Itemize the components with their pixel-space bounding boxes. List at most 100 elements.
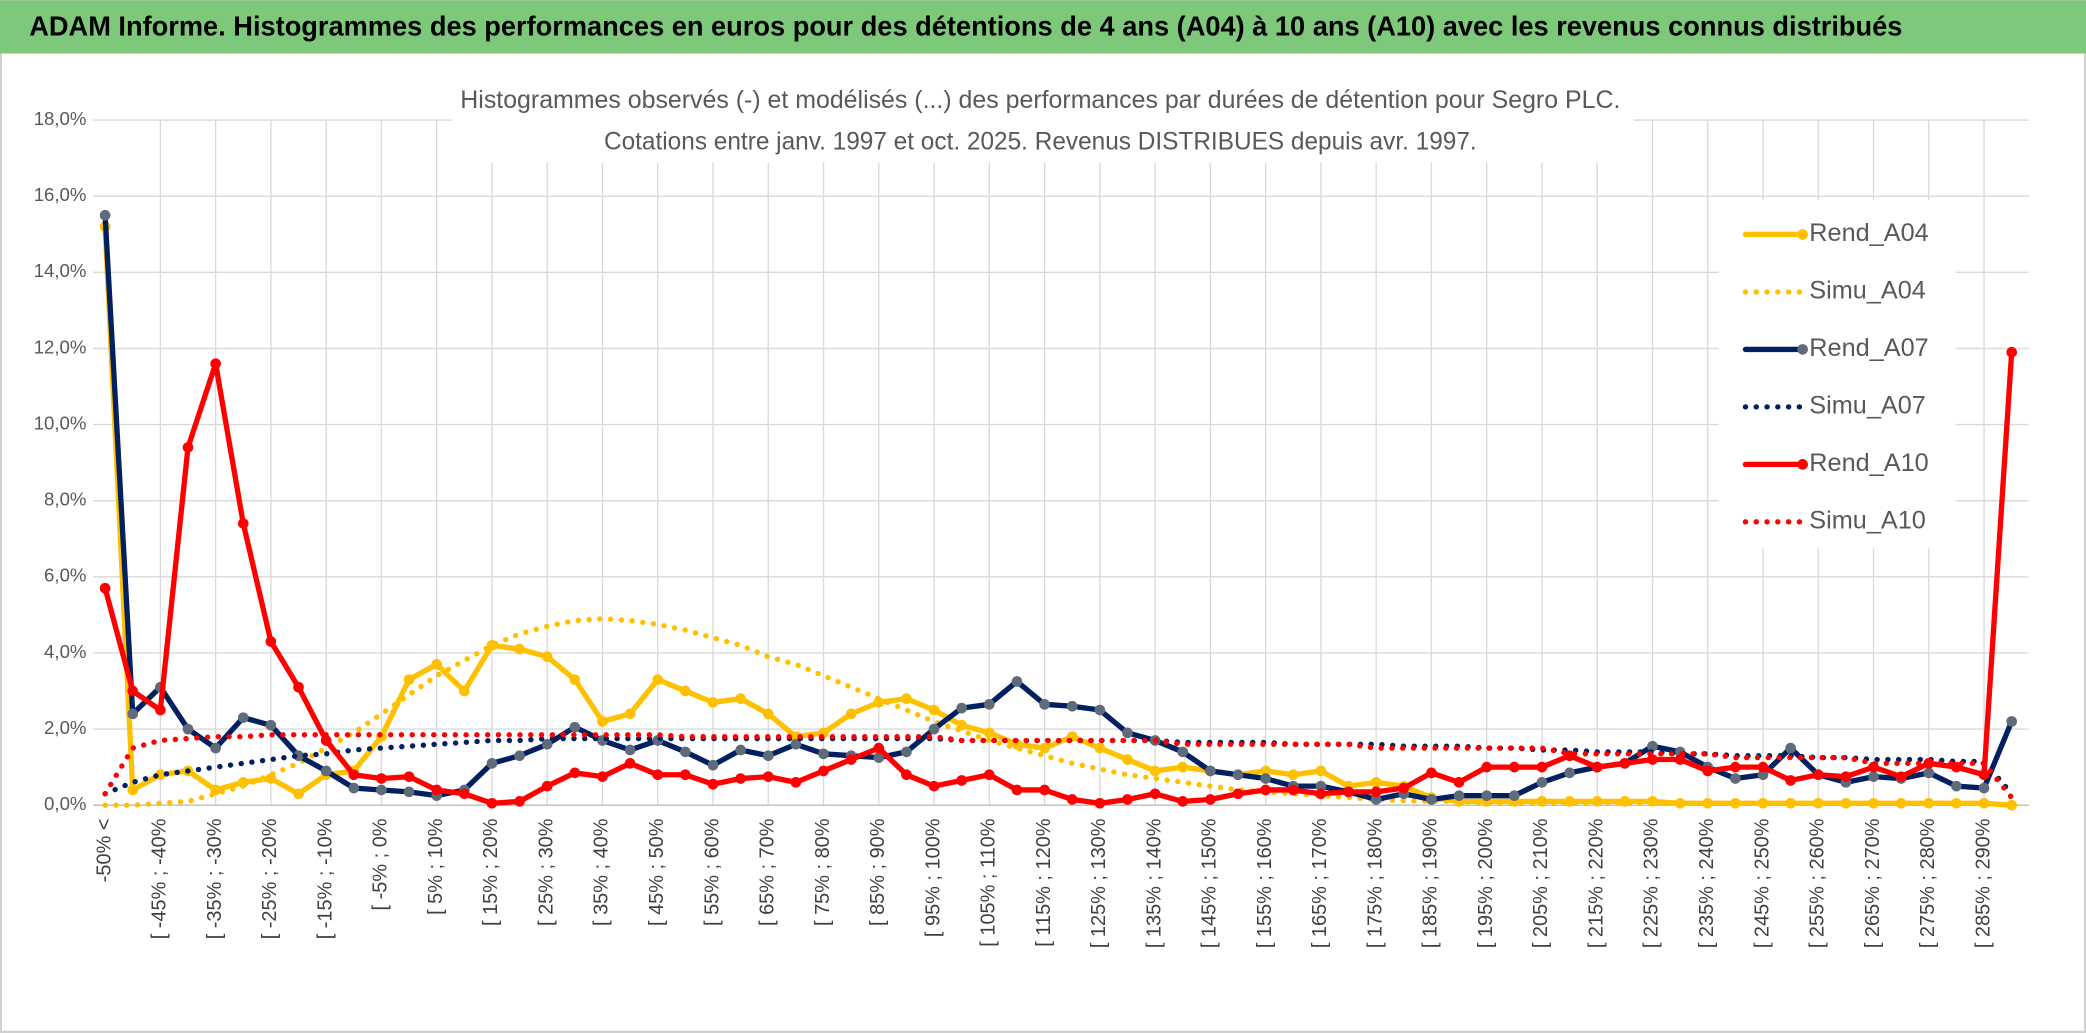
data-point: [1094, 742, 1106, 754]
data-point: [956, 775, 967, 786]
data-point: [431, 659, 442, 670]
data-point: [320, 735, 332, 746]
x-tick-label: [ 35% ; 40%: [591, 818, 613, 926]
data-point: [1868, 797, 1879, 809]
y-tick-label: 14,0%: [34, 260, 87, 281]
data-point: [707, 759, 719, 771]
data-point: [182, 723, 194, 735]
data-point: [1343, 786, 1354, 798]
data-point: [1647, 754, 1658, 765]
data-point: [1426, 767, 1437, 779]
data-point: [762, 750, 774, 762]
data-point: [1812, 797, 1824, 809]
data-point: [624, 757, 636, 769]
data-point: [155, 704, 166, 716]
data-point: [818, 748, 829, 760]
data-point: [1149, 788, 1161, 800]
data-point: [99, 582, 111, 594]
data-point: [1066, 700, 1078, 712]
data-point: [1398, 782, 1410, 794]
data-point: [1094, 704, 1106, 716]
data-point: [983, 698, 995, 710]
x-tick-label: [ 265% ; 270%: [1862, 818, 1884, 948]
data-point: [1287, 784, 1299, 796]
data-point: [1730, 761, 1741, 773]
y-tick-label: 10,0%: [34, 412, 87, 433]
legend-marker: [1797, 459, 1808, 470]
data-point: [680, 685, 691, 697]
data-point: [210, 358, 221, 369]
data-point: [1177, 796, 1189, 807]
data-point: [1039, 698, 1050, 710]
observed-line: [102, 212, 2015, 803]
data-point: [680, 746, 691, 758]
data-point: [1177, 746, 1189, 758]
data-point: [1232, 769, 1244, 781]
data-point: [1122, 754, 1133, 765]
legend-marker: [1797, 229, 1808, 240]
data-point: [1978, 782, 1990, 794]
data-point: [237, 777, 249, 788]
data-point: [1757, 769, 1769, 781]
data-point: [1951, 797, 1962, 809]
legend-label: Rend_A10: [1809, 449, 1928, 477]
data-point: [1591, 761, 1603, 773]
model-line: [102, 732, 2015, 801]
data-point: [707, 778, 719, 790]
data-point: [1315, 788, 1327, 800]
data-point: [1287, 769, 1299, 781]
data-point: [431, 784, 442, 796]
data-point: [1205, 765, 1216, 777]
data-point: [1785, 742, 1796, 754]
data-point: [1177, 761, 1189, 773]
x-tick-label: [ 275% ; 280%: [1917, 818, 1939, 948]
data-point: [1481, 790, 1492, 801]
data-point: [1536, 761, 1548, 773]
x-tick-label: [ 125% ; 130%: [1088, 818, 1110, 948]
data-point: [983, 769, 995, 781]
data-point: [1453, 777, 1465, 788]
data-point: [818, 765, 829, 777]
data-point: [1481, 761, 1492, 773]
data-point: [1536, 777, 1548, 788]
legend-marker: [1797, 344, 1808, 355]
x-tick-label: -50% <: [93, 818, 115, 882]
model-line: [102, 616, 2015, 808]
data-point: [237, 518, 249, 529]
x-tick-label: [ 175% ; 180%: [1364, 818, 1386, 948]
data-point: [597, 771, 608, 782]
legend-label: Rend_A07: [1809, 334, 1928, 362]
data-point: [1205, 794, 1216, 805]
legend-label: Simu_A10: [1809, 506, 1926, 534]
data-point: [1564, 767, 1575, 779]
x-tick-label: [ 185% ; 190%: [1420, 818, 1442, 948]
legend-label: Simu_A04: [1809, 277, 1926, 305]
x-tick-label: [ -45% ; -40%: [149, 818, 171, 939]
data-point: [320, 765, 332, 777]
x-tick-label: [ -5% ; 0%: [370, 818, 392, 910]
x-tick-label: [ -25% ; -20%: [259, 818, 281, 939]
data-point: [597, 716, 608, 727]
legend-label: Simu_A07: [1809, 392, 1926, 420]
data-point: [1978, 769, 1990, 781]
y-tick-label: 6,0%: [44, 565, 86, 586]
data-point: [1122, 727, 1133, 739]
data-point: [1149, 765, 1161, 777]
data-point: [237, 712, 249, 723]
data-point: [1702, 765, 1714, 777]
data-point: [873, 742, 885, 754]
chart-subtitle: Cotations entre janv. 1997 et oct. 2025.…: [604, 127, 1477, 155]
data-point: [293, 788, 304, 800]
data-point: [1757, 761, 1769, 773]
x-tick-label: [ 195% ; 200%: [1475, 818, 1497, 948]
x-tick-label: [ 255% ; 260%: [1807, 818, 1829, 948]
y-tick-label: 12,0%: [34, 336, 87, 357]
data-point: [376, 784, 387, 796]
data-point: [873, 752, 885, 763]
x-tick-label: [ 235% ; 240%: [1696, 818, 1718, 948]
data-point: [1702, 797, 1714, 809]
header-title: ADAM Informe. Histogrammes des performan…: [29, 11, 1902, 42]
data-point: [901, 746, 912, 758]
data-point: [265, 636, 277, 647]
